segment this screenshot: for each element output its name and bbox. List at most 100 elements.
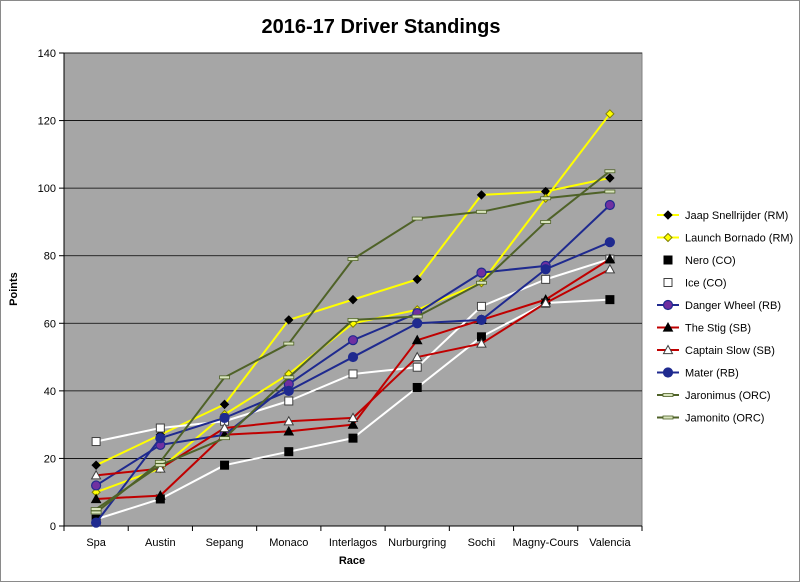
gridlines: [64, 52, 642, 527]
data-point: [604, 199, 615, 211]
data-point: [476, 314, 487, 326]
legend-label: The Stig (SB): [685, 323, 751, 335]
x-axis-title: Race: [339, 555, 365, 567]
legend-item: Jamonito (ORC): [657, 413, 764, 425]
legend-marker: [662, 321, 674, 332]
series-10: [90, 169, 616, 512]
legend-label: Nero (CO): [685, 255, 736, 267]
legend-marker: [662, 367, 674, 378]
x-tick-label: Sochi: [468, 537, 496, 549]
legend-marker: [663, 232, 673, 243]
x-tick-label: Austin: [145, 537, 176, 549]
data-point: [476, 190, 487, 200]
legend-label: Danger Wheel (RB): [685, 300, 781, 312]
y-tick-label: 120: [38, 116, 56, 128]
data-point: [283, 375, 295, 380]
data-point: [219, 375, 230, 380]
y-tick-label: 20: [44, 453, 56, 465]
data-point: [347, 318, 359, 322]
data-point: [90, 493, 102, 504]
data-point: [91, 460, 101, 470]
legend-item: Jaronimus (ORC): [657, 390, 771, 402]
legend-marker: [663, 255, 673, 265]
data-point: [90, 507, 102, 512]
data-point: [411, 334, 423, 345]
legend-label: Jamonito (ORC): [685, 413, 764, 425]
data-point: [412, 382, 422, 392]
legend-item: Launch Bornado (RM): [657, 233, 793, 245]
data-point: [540, 196, 552, 201]
legend-label: Launch Bornado (RM): [685, 233, 793, 245]
series-8: [91, 237, 615, 528]
legend-marker: [663, 210, 673, 220]
data-point: [90, 469, 102, 480]
x-tick-label: Interlagos: [329, 537, 378, 549]
x-tick-label: Magny-Cours: [513, 537, 580, 549]
data-point: [283, 385, 294, 396]
x-tick-label: Sepang: [206, 537, 244, 549]
data-point: [540, 220, 552, 224]
y-axis-title: Points: [8, 272, 20, 306]
y-tick-label: 80: [44, 251, 56, 263]
legend-label: Jaronimus (ORC): [685, 390, 771, 402]
x-tick-labels: Spa Austin Sepang Monaco Interlagos Nurburgri…: [63, 526, 643, 549]
legend-item: Jaap Snellrijder (RM): [657, 210, 788, 222]
y-tick-labels: 0 20 40 60 80 100 120 140: [38, 48, 64, 533]
data-point: [412, 274, 422, 285]
data-point: [412, 318, 423, 329]
data-point: [347, 412, 359, 422]
data-point: [476, 209, 487, 214]
legend-marker: [662, 415, 674, 420]
legend-item: Captain Slow (SB): [657, 344, 775, 357]
legend-label: Captain Slow (SB): [685, 345, 775, 357]
legend-label: Mater (RB): [685, 368, 739, 380]
legend-item: Danger Wheel (RB): [657, 299, 781, 312]
data-point: [605, 173, 615, 183]
data-point: [476, 267, 487, 278]
data-point: [476, 338, 487, 348]
data-point: [541, 274, 551, 284]
legend-label: Ice (CO): [685, 278, 727, 290]
data-point: [476, 280, 487, 285]
legend-item: The Stig (SB): [657, 321, 751, 335]
x-tick-label: Valencia: [589, 537, 631, 549]
legend-label: Jaap Snellrijder (RM): [685, 210, 788, 222]
legend: Jaap Snellrijder (RM) Launch Bornado (RM)…: [657, 210, 793, 425]
y-tick-label: 140: [38, 48, 56, 60]
data-point: [348, 294, 358, 305]
data-point: [604, 263, 616, 274]
data-point: [348, 369, 358, 379]
data-point: [412, 362, 422, 372]
y-tick-label: 0: [50, 521, 56, 533]
chart-title: 2016-17 Driver Standings: [262, 16, 501, 38]
data-point: [284, 447, 294, 457]
data-point: [411, 216, 423, 221]
data-point: [154, 490, 166, 500]
legend-marker: [662, 344, 674, 355]
series-1: [91, 173, 615, 470]
series-9: [90, 189, 616, 515]
legend-item: Nero (CO): [657, 255, 736, 267]
data-point: [91, 480, 102, 491]
data-point: [283, 341, 295, 346]
data-point: [220, 460, 230, 470]
data-point: [155, 433, 166, 444]
data-point: [540, 297, 552, 308]
data-point: [604, 237, 615, 248]
x-tick-label: Nurburgring: [388, 537, 446, 549]
series-layer: [90, 109, 616, 528]
x-tick-label: Monaco: [269, 537, 308, 549]
data-point: [219, 399, 230, 410]
data-point: [348, 433, 358, 443]
data-point: [219, 412, 230, 423]
axes: [63, 53, 642, 527]
legend-marker: [663, 278, 673, 287]
data-point: [155, 423, 165, 433]
data-point: [284, 315, 294, 325]
data-point: [411, 314, 423, 319]
data-point: [284, 396, 294, 406]
x-tick-label: Spa: [86, 537, 106, 549]
data-point: [604, 189, 616, 194]
